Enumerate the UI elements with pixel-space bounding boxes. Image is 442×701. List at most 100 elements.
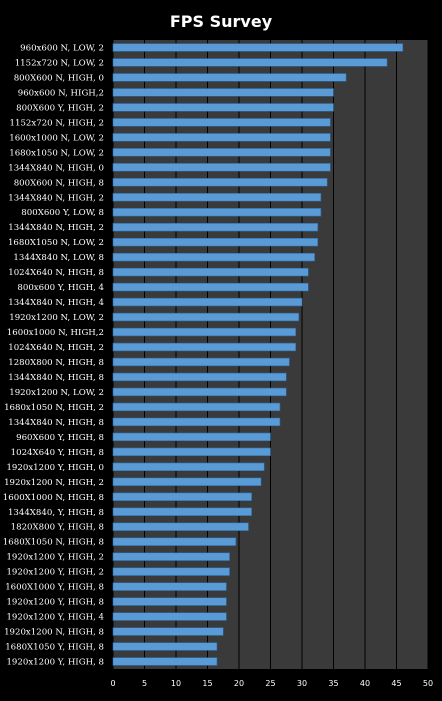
category-label: 1680x1050 N, HIGH, 2 xyxy=(4,403,104,413)
x-axis-ticks: 0 5 10 15 20 25 30 35 40 45 50 xyxy=(110,679,433,688)
bar xyxy=(112,327,296,337)
bar xyxy=(112,522,249,531)
x-tick-label: 0 xyxy=(110,679,115,688)
category-label: 1680X1050 Y, HIGH, 8 xyxy=(5,643,104,653)
bar xyxy=(112,223,319,232)
bar xyxy=(112,252,315,262)
category-label: 1344X840 N, HIGH, 2 xyxy=(8,193,104,203)
category-label: 1600X1000 Y, HIGH, 8 xyxy=(5,583,104,593)
x-tick-label: 35 xyxy=(328,679,338,688)
category-label: 800X600 Y, HIGH, 2 xyxy=(16,103,104,113)
bar xyxy=(112,208,322,217)
category-label: 1600x1000 N, HIGH,2 xyxy=(7,328,104,338)
x-tick-label: 45 xyxy=(391,679,401,688)
category-label: 1152x720 N, HIGH, 2 xyxy=(10,118,104,128)
bar xyxy=(112,297,303,307)
bars xyxy=(112,43,404,666)
category-label: 960x600 N, LOW, 2 xyxy=(20,43,104,53)
x-tick-label: 10 xyxy=(171,679,181,688)
category-label: 1344X840 N, HIGH, 2 xyxy=(8,223,104,233)
bar xyxy=(112,582,227,591)
category-label: 1920x1200 Y, HIGH, 8 xyxy=(6,658,104,668)
bar xyxy=(112,267,309,277)
category-label: 1920x1200 Y, HIGH, 4 xyxy=(6,613,104,623)
category-label: 1920x1200 N, HIGH, 2 xyxy=(4,478,104,488)
bar xyxy=(112,58,388,67)
bar xyxy=(112,178,328,187)
bar xyxy=(112,342,296,352)
category-label: 1344X840 N, HIGH, 4 xyxy=(8,298,104,308)
bar xyxy=(112,552,230,561)
category-label: 960X600 Y, HIGH, 8 xyxy=(16,433,104,443)
category-label: 1344X840 N, LOW, 8 xyxy=(13,253,104,263)
category-label: 800X600 N, HIGH, 8 xyxy=(14,178,104,188)
x-tick-label: 40 xyxy=(360,679,370,688)
bar xyxy=(112,402,281,412)
category-label: 1024X640 Y, HIGH, 8 xyxy=(11,448,104,458)
category-label: 1280X800 N, HIGH, 8 xyxy=(8,358,104,368)
bar xyxy=(112,432,271,442)
category-label: 1920x1200 Y, HIGH, 0 xyxy=(6,463,104,473)
gridlines xyxy=(112,40,429,669)
bar xyxy=(112,507,252,516)
category-label: 960x600 N, HIGH,2 xyxy=(18,88,104,98)
category-label: 1920x1200 N, HIGH, 8 xyxy=(4,628,104,638)
bar xyxy=(112,537,237,546)
bar xyxy=(112,417,281,427)
category-label: 1344X840 N, HIGH, 8 xyxy=(8,418,104,428)
bar xyxy=(112,372,287,382)
bar xyxy=(112,163,331,172)
bar xyxy=(112,657,218,666)
category-label: 1024X640 N, HIGH, 8 xyxy=(8,268,104,278)
x-tick-label: 25 xyxy=(265,679,275,688)
category-label: 1024X640 N, HIGH, 2 xyxy=(8,343,104,353)
category-label: 800x600 Y, HIGH, 4 xyxy=(17,283,104,293)
bar xyxy=(112,627,224,636)
bar xyxy=(112,357,290,367)
bar xyxy=(112,597,227,606)
category-label: 1600x1000 N, LOW, 2 xyxy=(9,133,104,143)
bar xyxy=(112,477,262,486)
bar xyxy=(112,43,404,52)
category-label: 1344X840 N, HIGH, 8 xyxy=(8,373,104,383)
category-label: 1600X1000 N, HIGH, 8 xyxy=(3,493,104,503)
category-label: 800X600 N, HIGH, 0 xyxy=(14,73,104,83)
category-label: 1680x1050 N, LOW, 2 xyxy=(9,148,104,158)
bar xyxy=(112,567,230,576)
bar xyxy=(112,282,309,292)
bar xyxy=(112,462,265,472)
bar xyxy=(112,312,300,322)
x-tick-label: 5 xyxy=(142,679,147,688)
x-tick-label: 30 xyxy=(297,679,307,688)
bar xyxy=(112,148,331,157)
x-tick-label: 15 xyxy=(202,679,212,688)
bar xyxy=(112,103,334,112)
category-label: 1152x720 N, LOW, 2 xyxy=(15,58,104,68)
x-tick-label: 20 xyxy=(234,679,244,688)
bar xyxy=(112,193,322,202)
category-label: 1344X840, Y, HIGH, 8 xyxy=(8,508,104,518)
bar xyxy=(112,73,347,82)
category-label: 1920x1200 Y, HIGH, 2 xyxy=(6,568,104,578)
bar xyxy=(112,612,227,621)
bar xyxy=(112,237,319,247)
bar xyxy=(112,492,252,501)
bar xyxy=(112,133,331,142)
category-label: 1680X1050 N, LOW, 2 xyxy=(8,238,104,248)
category-label: 1920x1200 N, LOW, 2 xyxy=(9,388,104,398)
chart-title: FPS Survey xyxy=(170,12,273,31)
category-label: 800X600 Y, LOW, 8 xyxy=(21,208,104,218)
category-label: 1820X800 Y, HIGH, 8 xyxy=(11,523,104,533)
bar xyxy=(112,88,334,97)
category-label: 1920x1200 Y, HIGH, 2 xyxy=(6,553,104,563)
category-label: 1680X1050 N, HIGH, 8 xyxy=(3,538,104,548)
category-labels: 960x600 N, LOW, 2 1152x720 N, LOW, 2 800X6… xyxy=(3,43,105,667)
category-label: 1920x1200 Y, HIGH, 8 xyxy=(6,598,104,608)
bar xyxy=(112,447,271,457)
category-label: 1344X840 N, HIGH, 0 xyxy=(8,163,104,173)
x-tick-label: 50 xyxy=(423,679,433,688)
bar xyxy=(112,387,287,397)
bar xyxy=(112,118,331,127)
